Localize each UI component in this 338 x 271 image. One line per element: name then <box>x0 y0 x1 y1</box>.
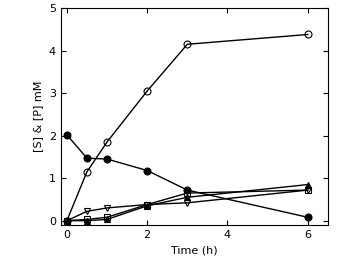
open square <box>105 216 109 219</box>
open triangle down <box>306 188 310 192</box>
filled circle <box>85 157 89 160</box>
filled circle <box>65 133 69 136</box>
filled circle <box>105 157 109 161</box>
Line: open square: open square <box>64 187 311 224</box>
open circle <box>85 170 89 173</box>
Line: open triangle down: open triangle down <box>64 187 311 224</box>
Line: open circle: open circle <box>64 31 311 224</box>
filled circle <box>145 169 149 172</box>
filled triangle up <box>306 183 310 186</box>
filled triangle up <box>185 196 189 199</box>
filled triangle up <box>65 219 69 222</box>
open circle <box>145 89 149 93</box>
filled triangle up <box>145 204 149 207</box>
X-axis label: Time (h): Time (h) <box>171 245 218 255</box>
open square <box>306 188 310 192</box>
Line: filled circle: filled circle <box>64 131 311 221</box>
filled triangle up <box>85 219 89 222</box>
open square <box>85 218 89 221</box>
open square <box>185 191 189 195</box>
filled circle <box>185 188 189 192</box>
filled circle <box>306 216 310 219</box>
open triangle down <box>145 203 149 206</box>
Y-axis label: [S] & [P] mM: [S] & [P] mM <box>33 81 43 152</box>
open triangle down <box>65 219 69 222</box>
open triangle down <box>85 210 89 213</box>
open circle <box>185 43 189 46</box>
open triangle down <box>185 201 189 204</box>
open circle <box>105 140 109 144</box>
Line: filled triangle up: filled triangle up <box>64 181 311 224</box>
open circle <box>306 33 310 36</box>
filled triangle up <box>105 218 109 221</box>
open square <box>65 219 69 222</box>
open circle <box>65 219 69 222</box>
open triangle down <box>105 206 109 209</box>
open square <box>145 203 149 206</box>
